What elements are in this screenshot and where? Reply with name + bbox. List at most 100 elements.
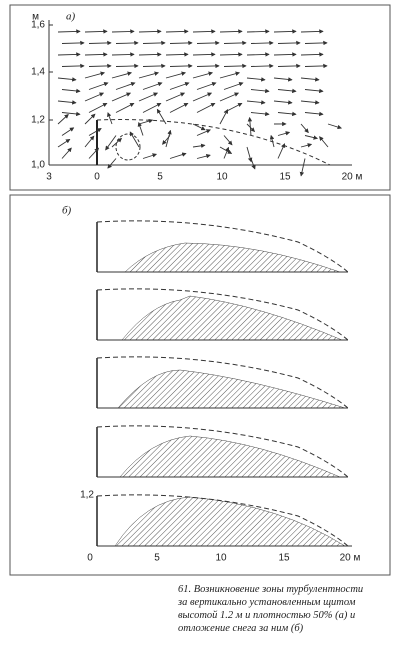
flow-arrow [139, 120, 152, 124]
y-tick-label: 1,6 [31, 20, 45, 31]
flow-arrow [224, 83, 243, 90]
caption: 61. Возникновение зоны турбулентностиза … [177, 584, 363, 634]
flow-arrow [143, 43, 165, 44]
flow-arrow [301, 54, 323, 55]
flow-arrow [278, 113, 296, 115]
flow-arrow [62, 128, 74, 136]
flow-arrow [170, 103, 188, 112]
snow-deposit [122, 296, 342, 340]
flow-arrow [139, 73, 158, 78]
caption-line: высотой 1.2 м и плотностью 50% (а) и [178, 610, 355, 621]
flow-arrow [106, 136, 116, 150]
flow-arrow [193, 145, 205, 147]
flow-arrow [166, 54, 188, 55]
x-tick-label: 5 [154, 553, 160, 564]
flow-arrow [139, 123, 143, 136]
flow-arrow [193, 93, 211, 101]
flow-arrow [220, 110, 228, 124]
y-tick-label: 1,4 [31, 67, 45, 78]
x-tick-label: 15 [278, 553, 290, 564]
snow-deposit [125, 243, 340, 272]
flow-arrow [193, 54, 215, 55]
flow-arrow [301, 101, 319, 103]
flow-arrow [301, 124, 308, 133]
flow-arrow [251, 43, 273, 44]
flow-arrow [139, 54, 161, 55]
flow-arrow [89, 83, 108, 90]
flow-arrow [116, 43, 138, 44]
x-tick-label: 5 [157, 172, 163, 183]
flow-arrow [193, 124, 205, 130]
x-tick-label: 10 [215, 553, 227, 564]
flow-arrow [112, 73, 131, 78]
flow-arrow [139, 93, 157, 101]
flow-arrow [166, 93, 184, 101]
flow-arrow [251, 90, 269, 92]
flow-arrow [62, 148, 71, 158]
flow-arrow [116, 103, 134, 112]
flow-arrow [247, 101, 265, 103]
snow-profiles [97, 221, 348, 546]
flow-arrow [166, 73, 185, 78]
flow-arrow [278, 132, 289, 135]
flow-arrow [197, 155, 210, 158]
flow-arrow [251, 113, 269, 115]
flow-arrow [220, 147, 232, 154]
x-tick-label: 20 м [340, 553, 361, 564]
flow-arrow [108, 159, 116, 169]
flow-arrow [62, 113, 80, 115]
flow-arrow [224, 43, 246, 44]
flow-arrow [197, 83, 216, 90]
flow-arrow [320, 137, 328, 147]
flow-arrow [305, 90, 323, 92]
flow-arrow [251, 66, 273, 67]
flow-arrow [197, 130, 210, 136]
flow-arrow [197, 103, 215, 112]
flow-arrow [170, 43, 192, 44]
flow-arrow [112, 93, 130, 101]
vortex [116, 134, 140, 160]
flow-arrow [143, 83, 162, 90]
flow-arrow [197, 66, 219, 67]
x-tick-label: 15 [279, 172, 291, 183]
flow-arrow [62, 66, 84, 67]
flow-arrow [224, 136, 232, 145]
panel-b-label: б) [62, 205, 72, 217]
flow-arrow [301, 159, 305, 176]
flow-arrow [301, 144, 311, 147]
y-tick-label: 1,0 [31, 160, 45, 171]
flow-arrow [170, 153, 186, 158]
snow-deposit [118, 370, 345, 408]
flow-arrow [116, 66, 138, 67]
flow-arrow [305, 66, 327, 67]
flow-arrow [85, 114, 95, 124]
flow-arrow [278, 43, 300, 44]
flow-arrow [89, 128, 101, 135]
flow-arrow [58, 31, 80, 32]
flow-arrow [58, 101, 76, 103]
flow-arrow [85, 31, 107, 32]
y-tick-label: 1,2 [31, 115, 45, 126]
flow-arrow [108, 113, 112, 124]
flow-arrow [247, 31, 269, 32]
flow-arrow [58, 139, 70, 147]
flow-arrow [197, 43, 219, 44]
flow-arrow [170, 66, 192, 67]
flow-arrow [274, 101, 292, 103]
flow-arrow [193, 73, 212, 78]
x-tick-label: 0 [87, 553, 93, 564]
flow-arrow [274, 78, 292, 80]
snow-deposit [120, 436, 340, 477]
flow-arrow [247, 147, 251, 162]
flow-arrow [85, 93, 103, 101]
vector-field [58, 31, 341, 175]
flow-arrow [112, 31, 134, 32]
x-tick-label: 0 [94, 172, 100, 183]
panel-a-frame [10, 5, 390, 190]
flow-arrow [170, 83, 189, 90]
flow-arrow [301, 31, 323, 32]
flow-arrow [143, 66, 165, 67]
flow-arrow [274, 31, 296, 32]
caption-line: отложение снега за ним (б) [178, 623, 304, 634]
